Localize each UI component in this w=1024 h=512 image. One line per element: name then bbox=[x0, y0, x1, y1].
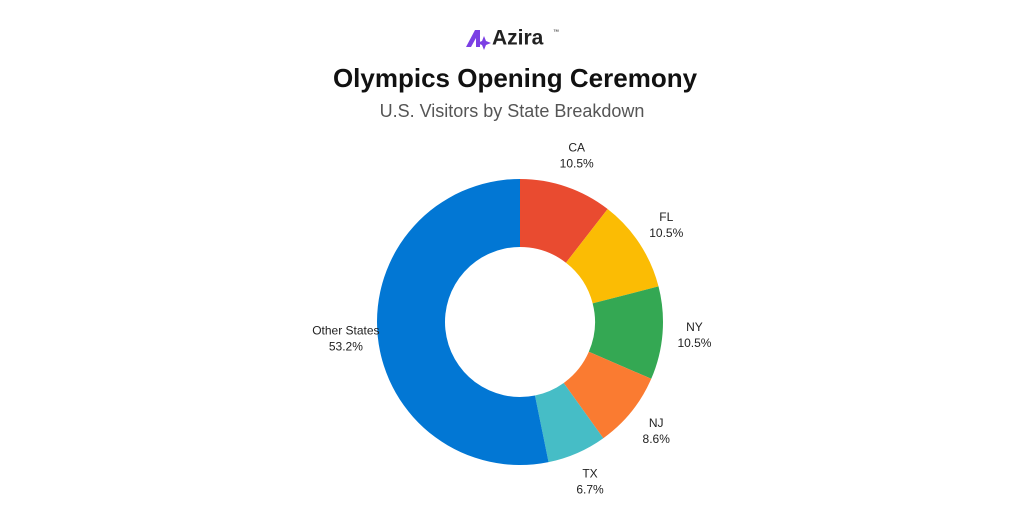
slice-label: NY bbox=[686, 320, 703, 334]
slice-value-label: 53.2% bbox=[329, 340, 363, 354]
logo-sparkle bbox=[477, 36, 491, 50]
donut-slice bbox=[565, 209, 659, 304]
slice-label: NJ bbox=[649, 416, 664, 430]
chart-subtitle: U.S. Visitors by State Breakdown bbox=[380, 101, 645, 121]
donut-slice bbox=[376, 178, 549, 465]
donut-slice bbox=[520, 179, 608, 263]
logo: Azira ™ bbox=[466, 27, 559, 50]
chart-title: Olympics Opening Ceremony bbox=[333, 63, 698, 93]
brand-mark: ™ bbox=[553, 29, 559, 36]
slice-label: TX bbox=[582, 467, 597, 481]
slice-value-label: 8.6% bbox=[643, 432, 671, 446]
slice-value-label: 10.5% bbox=[677, 336, 711, 350]
donut-slice bbox=[534, 382, 604, 463]
slice-value-label: 10.5% bbox=[560, 157, 594, 171]
logo-icon bbox=[466, 30, 480, 47]
donut-slice bbox=[563, 351, 652, 439]
slice-value-label: 6.7% bbox=[576, 483, 604, 497]
slice-label: CA bbox=[568, 141, 585, 155]
donut-slice bbox=[588, 286, 663, 379]
slice-label: FL bbox=[659, 210, 673, 224]
slice-value-label: 10.5% bbox=[649, 226, 683, 240]
brand: Azira bbox=[492, 27, 544, 50]
slice-label: Other States bbox=[312, 324, 379, 338]
